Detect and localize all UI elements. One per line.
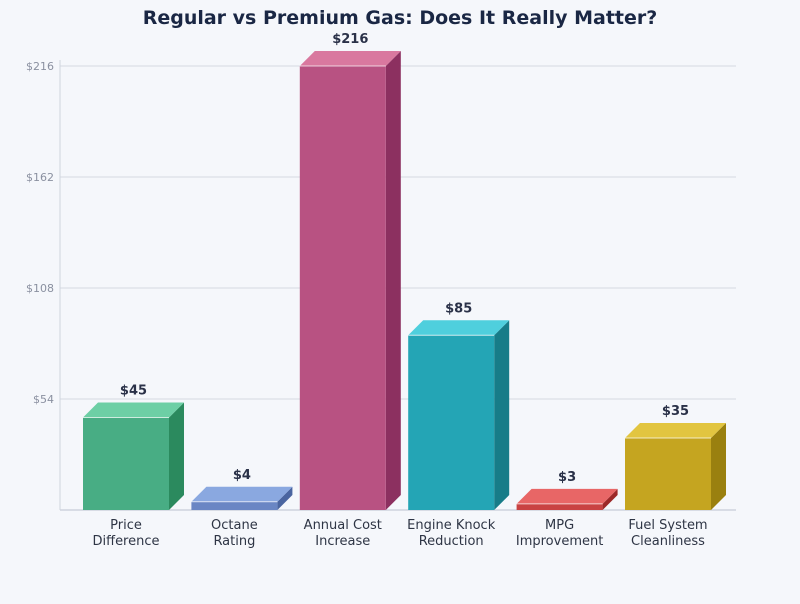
bar-top xyxy=(83,402,184,418)
bar-side xyxy=(169,402,184,510)
y-tick-label: $54 xyxy=(33,393,54,406)
bar-side xyxy=(711,423,726,510)
bar-3 xyxy=(408,320,510,510)
bar-side xyxy=(385,51,401,510)
bar-2 xyxy=(299,51,401,510)
bar-side xyxy=(277,486,293,510)
bar-side xyxy=(602,488,618,510)
x-tick-label: Annual Cost xyxy=(304,518,382,533)
x-tick-label: Engine Knock xyxy=(407,518,496,533)
bar xyxy=(408,335,495,510)
bar xyxy=(625,438,711,510)
y-tick-label: $108 xyxy=(26,282,54,295)
x-tick-label: Octane xyxy=(211,518,258,533)
x-tick-label: Improvement xyxy=(516,534,603,549)
bar-1 xyxy=(191,486,293,510)
x-tick-label: Increase xyxy=(315,534,370,549)
bar xyxy=(191,501,278,510)
x-tick-label: Rating xyxy=(213,534,255,549)
bar-5 xyxy=(625,423,726,510)
bar-top xyxy=(625,423,726,439)
data-label: $3 xyxy=(558,470,576,485)
x-tick-label: MPG xyxy=(545,518,574,533)
bar-side xyxy=(494,320,510,510)
data-label: $216 xyxy=(332,32,368,47)
y-tick-label: $162 xyxy=(26,171,54,184)
bar-top xyxy=(191,486,293,502)
x-tick-label: Cleanliness xyxy=(631,534,705,549)
data-label: $85 xyxy=(445,301,472,316)
x-tick-label: Fuel System xyxy=(628,518,707,533)
x-tick-label: Difference xyxy=(92,534,159,549)
data-label: $4 xyxy=(233,468,251,483)
bar-top xyxy=(299,51,401,66)
bar xyxy=(299,66,386,510)
chart-title: Regular vs Premium Gas: Does It Really M… xyxy=(143,7,658,29)
bar xyxy=(516,503,603,510)
bar-top xyxy=(408,320,510,336)
bar-4 xyxy=(516,488,618,510)
x-tick-label: Reduction xyxy=(419,534,484,549)
bar-0 xyxy=(83,402,184,510)
bar xyxy=(83,417,169,510)
y-tick-label: $216 xyxy=(26,60,54,73)
bar-top xyxy=(516,488,618,504)
data-label: $35 xyxy=(662,404,689,419)
data-label: $45 xyxy=(120,384,147,399)
x-tick-label: Price xyxy=(110,518,142,533)
